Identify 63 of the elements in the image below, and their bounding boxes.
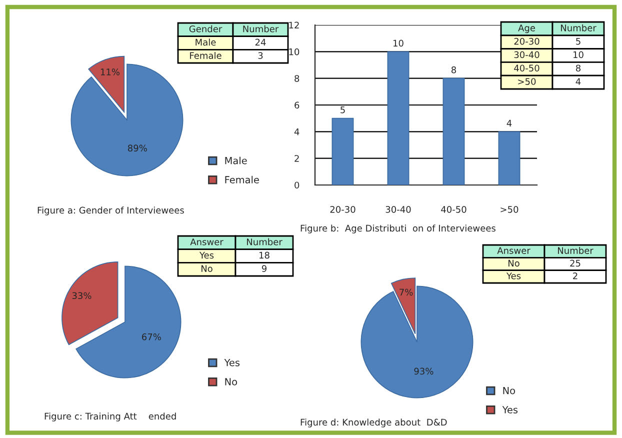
- text: 8: [576, 64, 581, 72]
- y-tick-label: 0: [294, 182, 300, 189]
- text: Male: [196, 38, 216, 46]
- data-label: 93%: [414, 368, 434, 375]
- text: No: [201, 265, 212, 272]
- text: 18: [260, 252, 270, 259]
- legend-label: Yes: [502, 406, 518, 414]
- text: 24: [255, 38, 266, 46]
- text: 4: [576, 78, 581, 85]
- bar: [387, 51, 410, 185]
- legend-label: Yes: [224, 359, 240, 366]
- text: Figure d: Knowledge about D&D: [300, 418, 447, 428]
- text: No: [508, 260, 520, 267]
- text: 2: [573, 272, 578, 280]
- data-label: 11%: [100, 68, 120, 76]
- text: Figure a: Gender of Interviewees: [38, 206, 184, 216]
- legend-label: No: [503, 387, 515, 394]
- x-tick-label: >50: [500, 206, 518, 213]
- text: 10: [574, 51, 584, 58]
- x-tick-label: 30-40: [386, 206, 411, 213]
- text: Number: [561, 24, 596, 32]
- data-label: 33%: [72, 292, 92, 300]
- y-tick-label: 2: [294, 155, 299, 162]
- bar: [332, 118, 354, 185]
- y-tick-label: 4: [294, 128, 300, 136]
- text: Number: [558, 246, 594, 254]
- y-tick-label: 12: [289, 22, 299, 28]
- bar: [498, 131, 520, 185]
- data-label: 5: [340, 106, 345, 114]
- text: Yes: [199, 252, 214, 259]
- annotation: 30-40: [514, 51, 540, 58]
- bar: [442, 78, 465, 185]
- text: 3: [258, 52, 263, 59]
- legend-label: No: [225, 378, 237, 386]
- text: 25: [570, 260, 580, 267]
- data-label: 7%: [400, 288, 413, 296]
- annotation: 40-50: [514, 64, 540, 72]
- text: Gender: [189, 25, 222, 32]
- data-label: 8: [451, 66, 456, 74]
- annotation: 20-30: [514, 38, 540, 45]
- text: Figure c: Training Att ended: [44, 412, 176, 422]
- text: Number: [247, 238, 282, 246]
- y-tick-label: 10: [289, 48, 300, 56]
- text: Yes: [506, 272, 521, 280]
- text: Figure b: Age Distributi on of Interviewees: [300, 224, 496, 234]
- text: 5: [576, 38, 580, 45]
- x-tick-label: 20-30: [330, 206, 356, 213]
- legend-label: Female: [225, 176, 259, 184]
- data-label: 89%: [128, 144, 147, 152]
- y-tick-label: 6: [294, 102, 300, 109]
- text: 9: [262, 265, 266, 272]
- y-tick-label: 8: [294, 75, 300, 82]
- text: Answer: [190, 238, 224, 246]
- x-tick-label: 40-50: [441, 206, 466, 213]
- annotation: Age: [518, 24, 535, 34]
- text: Number: [243, 25, 279, 32]
- data-label: 67%: [142, 333, 161, 340]
- legend-label: Male: [225, 156, 247, 164]
- data-label: 10: [394, 40, 404, 47]
- annotation: >50: [518, 78, 536, 85]
- data-label: 4: [506, 120, 512, 126]
- text: Answer: [497, 247, 530, 254]
- text: Female: [190, 52, 222, 59]
